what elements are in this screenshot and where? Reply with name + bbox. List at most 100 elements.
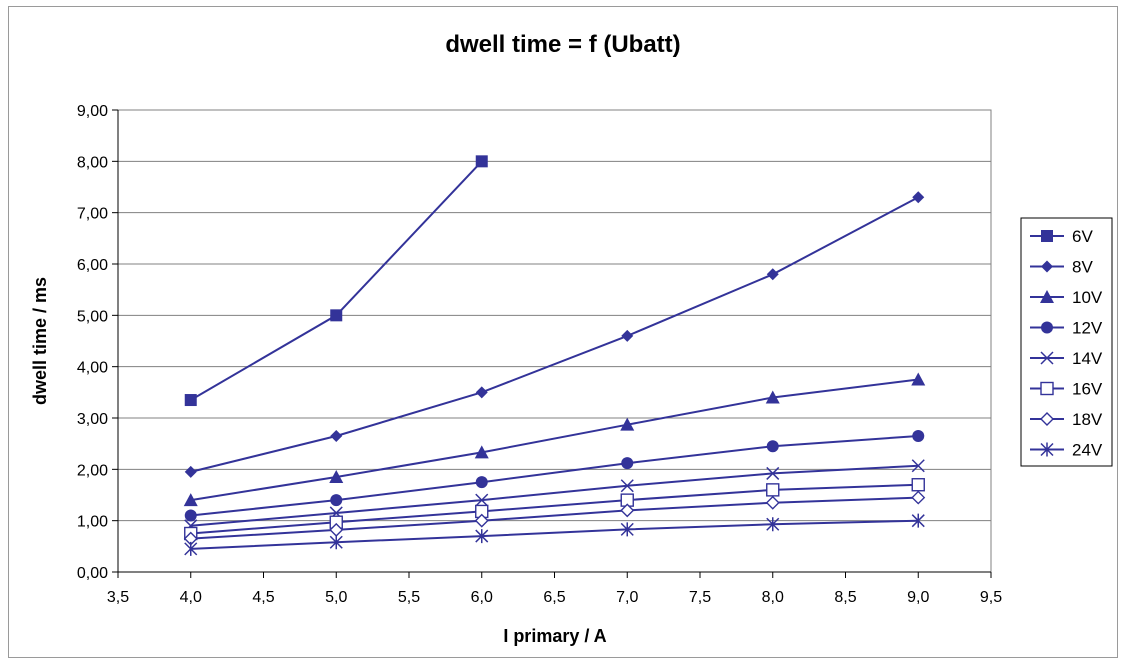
x-tick-label: 8,0 (762, 589, 784, 606)
legend-marker (1041, 230, 1053, 242)
x-axis-title: I primary / A (503, 626, 606, 646)
data-point (620, 417, 635, 431)
legend-marker (1040, 351, 1054, 365)
legend-marker (1040, 412, 1054, 426)
chart-title: dwell time = f (Ubatt) (445, 31, 680, 58)
series-line (190, 196, 919, 473)
legend-marker (1041, 260, 1053, 273)
x-tick-label: 5,5 (398, 589, 420, 606)
data-point (620, 503, 635, 518)
legend-marker (1040, 381, 1054, 396)
series-10V (183, 372, 926, 507)
data-point (184, 509, 197, 522)
x-tick-label: 9,5 (980, 589, 1002, 606)
legend-label: 12V (1072, 319, 1103, 338)
data-point (621, 457, 634, 470)
legend-item: 8V (1030, 258, 1093, 277)
data-point (474, 445, 489, 459)
data-point (620, 522, 634, 537)
series-line (190, 483, 919, 535)
x-tick-label: 3,5 (107, 589, 129, 606)
legend-label: 16V (1072, 380, 1103, 399)
legend-item: 10V (1030, 288, 1103, 307)
data-point (184, 541, 198, 556)
x-tick-label: 4,0 (180, 589, 202, 606)
series-line (190, 519, 919, 550)
legend-item: 18V (1030, 410, 1103, 429)
series-24V (184, 513, 925, 556)
y-tick-label: 4,00 (77, 360, 108, 377)
legend-marker (1040, 442, 1054, 457)
data-point (766, 517, 780, 532)
data-point (329, 470, 344, 484)
y-tick-label: 5,00 (77, 308, 108, 325)
y-tick-label: 2,00 (77, 462, 108, 479)
y-tick-label: 1,00 (77, 514, 108, 531)
legend-box (1020, 217, 1113, 467)
data-point (911, 478, 925, 492)
data-point (766, 440, 779, 453)
legend-item: 16V (1030, 380, 1103, 399)
y-axis: 0,00 1,00 2,00 3,00 4,00 5,00 6,00 7,00 8,00 9,00 (77, 103, 119, 582)
data-point (911, 490, 926, 505)
x-tick-label: 8,5 (834, 589, 856, 606)
legend-marker (1041, 321, 1053, 334)
data-point (912, 429, 925, 442)
series-line (190, 435, 919, 517)
x-tick-label: 7,5 (689, 589, 711, 606)
legend-item: 14V (1030, 349, 1103, 368)
legend-label: 14V (1072, 349, 1103, 368)
series-12V (184, 429, 925, 522)
data-point (766, 466, 780, 480)
series-8V (184, 191, 925, 478)
data-point (329, 535, 343, 550)
series-line (190, 378, 919, 502)
y-axis-title: dwell time / ms (30, 277, 50, 405)
data-point (184, 465, 197, 478)
x-tick-label: 5,0 (325, 589, 347, 606)
legend-item: 24V (1030, 441, 1103, 460)
data-point (766, 483, 780, 497)
x-tick-label: 6,0 (471, 589, 493, 606)
data-point (475, 493, 489, 507)
data-point (765, 495, 780, 510)
data-point (474, 513, 489, 528)
legend-item: 6V (1030, 227, 1093, 246)
data-point (475, 529, 489, 544)
series-line (190, 496, 919, 540)
legend-label: 10V (1072, 288, 1103, 307)
data-point (911, 459, 925, 473)
data-point (911, 372, 926, 386)
data-point (475, 386, 488, 399)
legend-marker (1040, 290, 1054, 303)
data-point (330, 309, 343, 322)
x-tick-label: 4,5 (252, 589, 274, 606)
series-18V (183, 490, 926, 546)
data-point (912, 191, 925, 204)
data-point (475, 476, 488, 489)
data-point (765, 390, 780, 404)
legend-label: 24V (1072, 441, 1103, 460)
data-point (766, 268, 779, 281)
data-point (475, 155, 488, 168)
series-line (190, 464, 919, 527)
series-6V (184, 155, 488, 407)
series-layer (183, 155, 926, 556)
x-tick-label: 7,0 (616, 589, 638, 606)
y-tick-label: 9,00 (77, 103, 108, 120)
data-point (330, 494, 343, 507)
data-point (184, 394, 197, 407)
legend: 6V 8V 10V 12V 14V 16V 18V 24V (1020, 217, 1113, 467)
data-point (620, 479, 634, 493)
y-tick-label: 6,00 (77, 257, 108, 274)
plot-area (117, 109, 992, 573)
x-axis: 3,5 4,0 4,5 5,0 5,5 6,0 6,5 7,0 7,5 8,0 8,5 9,0 9,5 (107, 571, 1002, 606)
data-point (183, 493, 198, 507)
y-tick-label: 8,00 (77, 154, 108, 171)
legend-label: 6V (1072, 227, 1093, 246)
y-tick-label: 7,00 (77, 206, 108, 223)
y-tick-label: 0,00 (77, 565, 108, 582)
y-tick-label: 3,00 (77, 411, 108, 428)
data-point (911, 513, 925, 528)
